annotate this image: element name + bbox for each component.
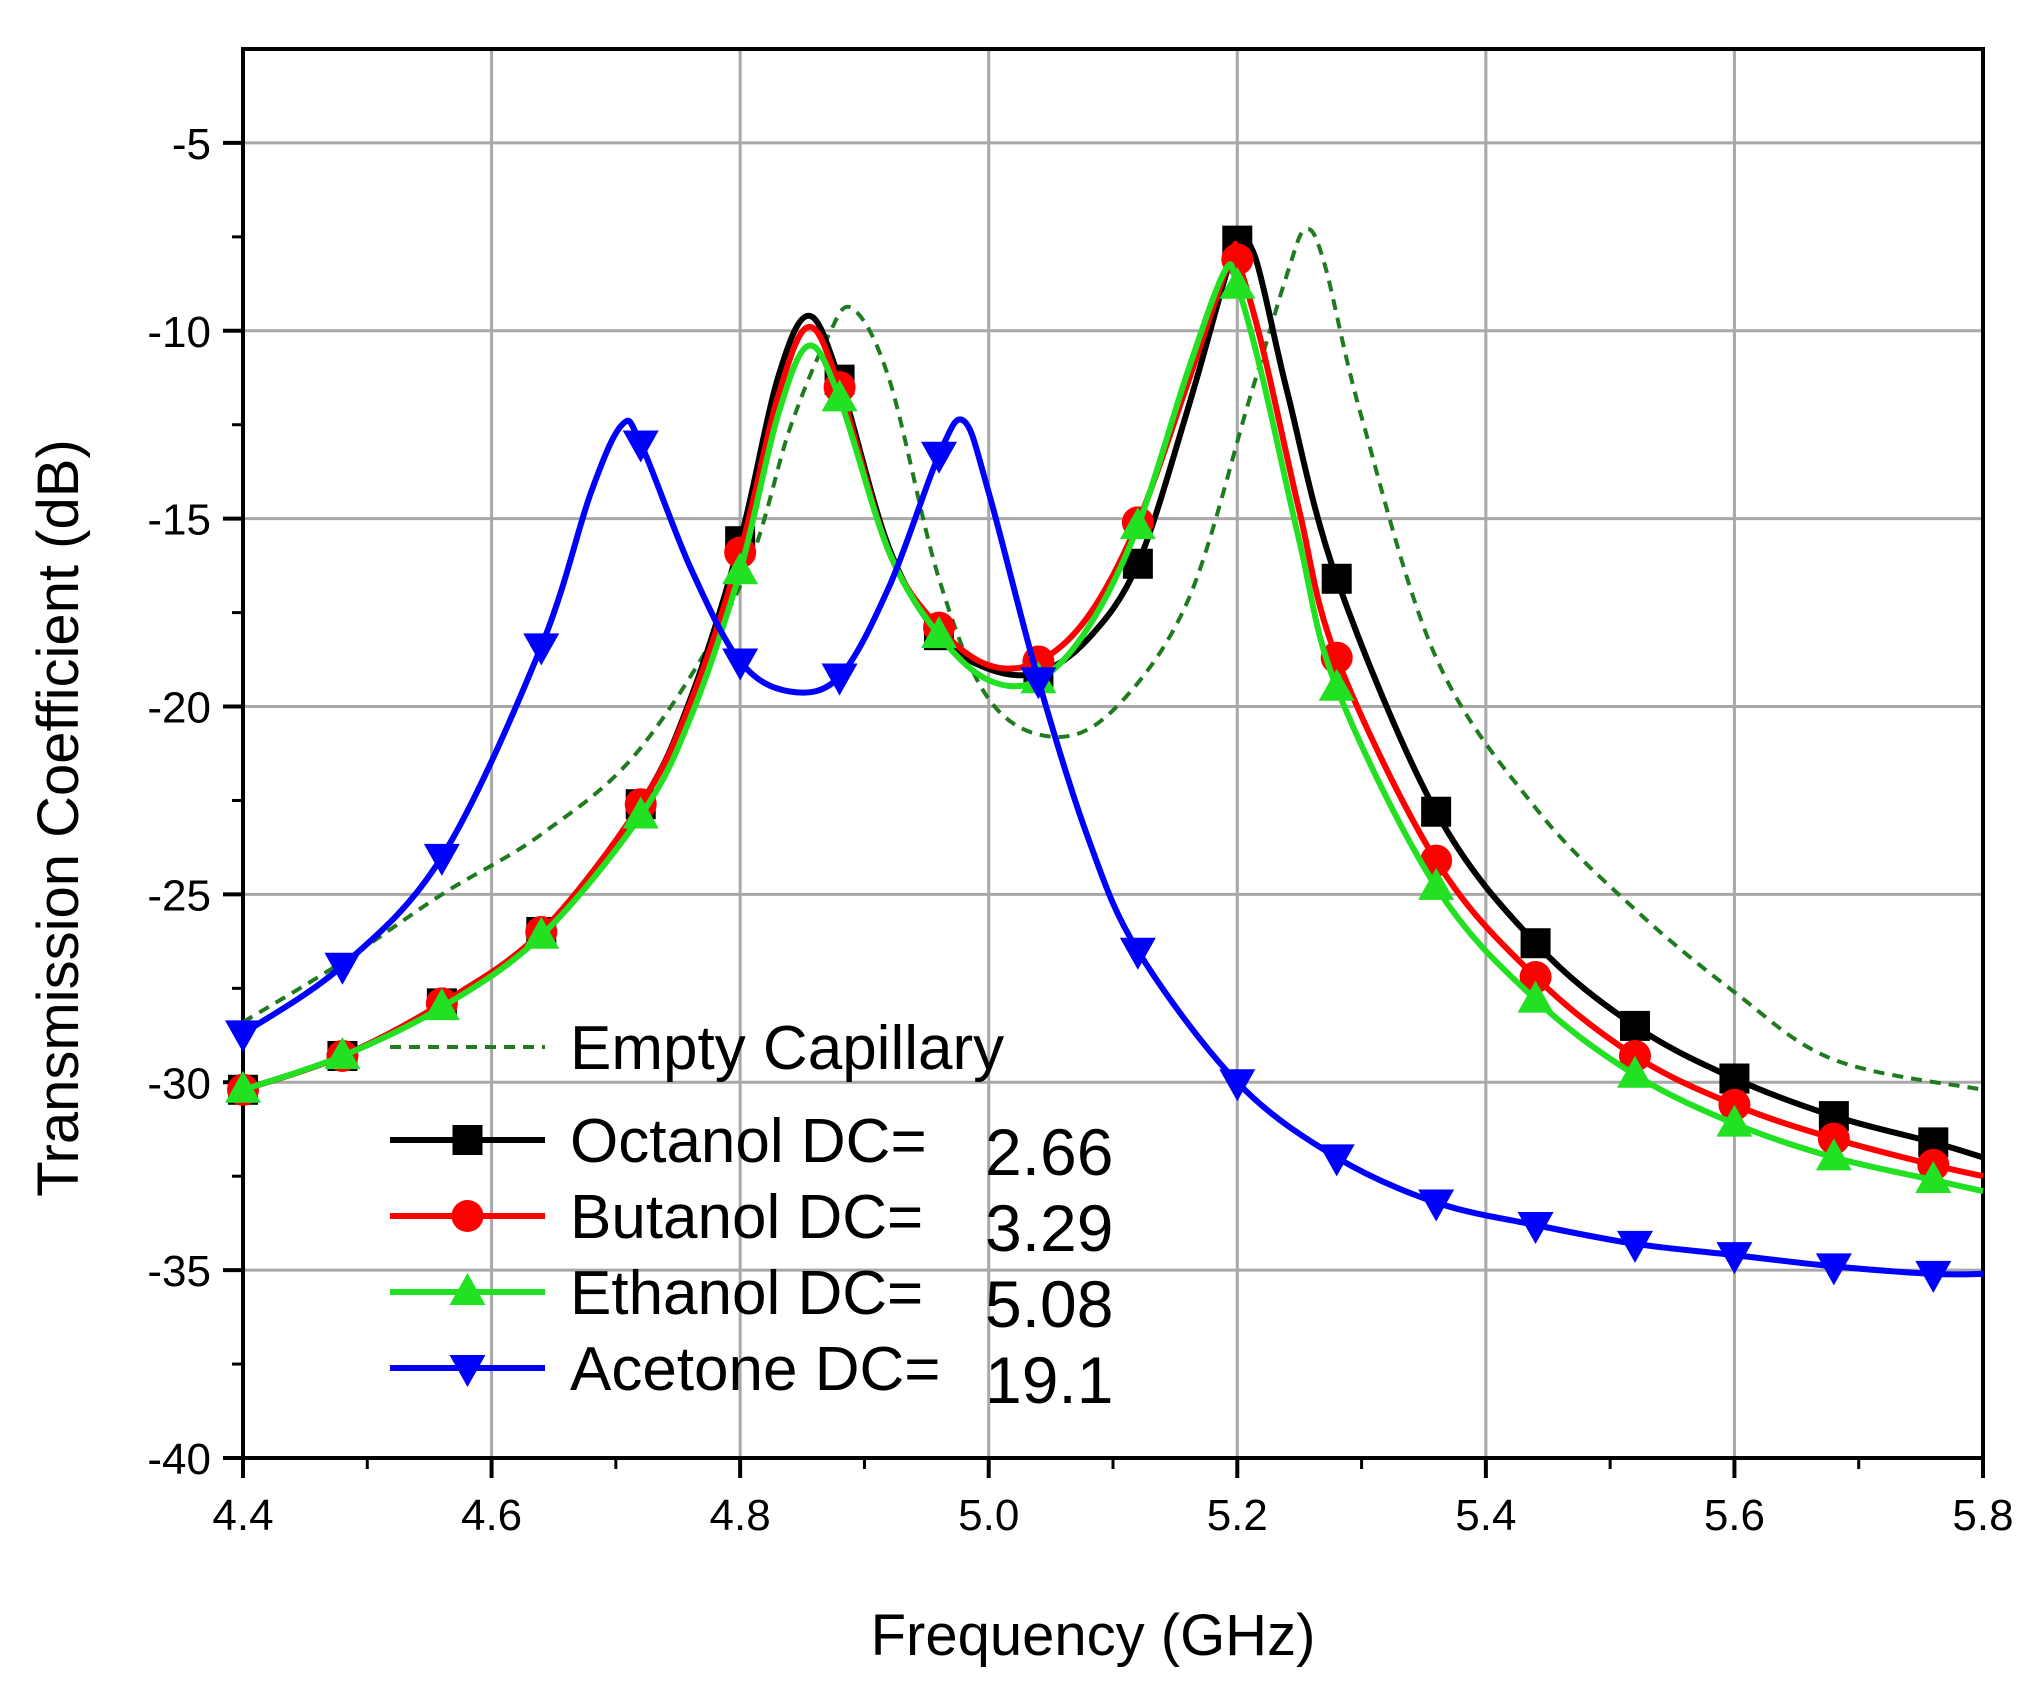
series-ethanol: [225, 261, 1984, 1195]
data-point-acetone: [225, 1020, 261, 1053]
series-layer: [225, 225, 1984, 1293]
data-point-ethanol: [821, 379, 858, 412]
data-point-acetone: [1517, 1212, 1554, 1245]
data-point-ethanol: [622, 796, 659, 829]
data-point-ethanol: [1617, 1055, 1653, 1088]
data-point-ethanol: [1119, 507, 1156, 540]
x-tick-label: 5.0: [958, 1491, 1019, 1540]
x-tick-label: 4.8: [710, 1491, 771, 1540]
legend-label-ethanol: Ethanol DC=: [570, 1259, 923, 1328]
data-point-ethanol: [324, 1036, 361, 1069]
legend-label-acetone: Acetone DC=: [570, 1335, 941, 1404]
axis-ticks: [223, 140, 1985, 1478]
data-point-ethanol: [1318, 668, 1355, 701]
data-point-acetone: [523, 633, 560, 666]
x-tick-label: 5.4: [1455, 1491, 1516, 1540]
y-tick-label: -40: [147, 1435, 211, 1484]
data-point-acetone: [821, 663, 858, 696]
y-axis-title: Transmission Coefficient (dB): [26, 439, 91, 1196]
legend-item-empty: Empty Capillary: [390, 1014, 1004, 1083]
x-axis-title: Frequency (GHz): [871, 1603, 1316, 1668]
legend-item-acetone: Acetone DC= 19.1: [390, 1335, 1113, 1417]
data-point-ethanol: [1815, 1138, 1852, 1171]
data-point-ethanol: [1418, 867, 1455, 900]
y-tick-label: -15: [147, 496, 211, 545]
grid-lines: [243, 49, 1983, 1458]
data-point-acetone: [1716, 1242, 1753, 1275]
data-point-ethanol: [1219, 266, 1256, 299]
data-point-acetone: [622, 430, 659, 463]
data-point-acetone: [1119, 937, 1156, 970]
data-point-acetone: [722, 648, 759, 681]
legend-item-butanol: Butanol DC= 3.29: [390, 1183, 1113, 1265]
series-acetone: [225, 416, 1984, 1293]
data-point-acetone: [921, 441, 957, 474]
y-tick-label: -25: [147, 871, 211, 920]
data-point-octanol: [1719, 1063, 1750, 1094]
data-point-ethanol: [523, 916, 560, 949]
legend-value-octanol: 2.66: [985, 1115, 1113, 1189]
series-line-acetone: [241, 416, 1984, 1278]
data-point-acetone: [423, 843, 460, 876]
data-point-ethanol: [423, 988, 460, 1021]
x-tick-label: 5.6: [1704, 1491, 1765, 1540]
legend-value-butanol: 3.29: [985, 1191, 1113, 1265]
y-tick-label: -35: [147, 1247, 211, 1296]
series-line-empty: [241, 227, 1984, 1092]
legend-label-empty: Empty Capillary: [570, 1014, 1004, 1083]
y-tick-label: -10: [147, 308, 211, 357]
data-point-butanol: [1519, 961, 1552, 994]
legend-value-acetone: 19.1: [985, 1343, 1113, 1417]
x-tick-label: 5.2: [1207, 1491, 1268, 1540]
x-tick-label: 4.6: [461, 1491, 522, 1540]
data-point-acetone: [1617, 1230, 1653, 1263]
data-point-octanol: [1520, 928, 1551, 959]
data-point-ethanol: [921, 616, 957, 649]
legend-marker-octanol: [452, 1125, 483, 1155]
data-point-acetone: [1219, 1069, 1256, 1102]
data-point-octanol: [1321, 563, 1352, 594]
tick-labels: 4.4 4.6 4.8 5.0 5.2 5.4 5.6 5.8 -5 -10 -15 -20 -25 -3…: [147, 120, 2013, 1540]
data-point-acetone: [1318, 1144, 1355, 1177]
x-tick-label: 5.8: [1952, 1491, 2013, 1540]
legend-item-ethanol: Ethanol DC= 5.08: [390, 1259, 1113, 1341]
y-tick-label: -5: [172, 120, 211, 169]
series-empty: [241, 227, 1984, 1092]
data-point-ethanol: [722, 552, 759, 585]
data-point-acetone: [1815, 1253, 1852, 1286]
data-point-ethanol: [225, 1070, 261, 1103]
y-tick-label: -20: [147, 684, 211, 733]
legend-label-octanol: Octanol DC=: [570, 1107, 927, 1176]
data-point-acetone: [1418, 1189, 1455, 1222]
legend-marker-ethanol: [449, 1273, 486, 1305]
x-tick-label: 4.4: [212, 1491, 273, 1540]
data-point-ethanol: [1517, 980, 1554, 1013]
data-point-ethanol: [1716, 1104, 1753, 1137]
data-point-octanol: [1620, 1010, 1650, 1041]
data-point-octanol: [1421, 796, 1452, 827]
y-tick-label: -30: [147, 1059, 211, 1108]
data-point-acetone: [324, 952, 361, 985]
legend-marker-butanol: [451, 1200, 484, 1232]
legend-value-ethanol: 5.08: [985, 1267, 1113, 1341]
legend-marker-acetone: [449, 1355, 486, 1387]
data-point-acetone: [1020, 667, 1057, 700]
data-point-ethanol: [1915, 1160, 1952, 1193]
legend-item-octanol: Octanol DC= 2.66: [390, 1107, 1113, 1189]
data-point-acetone: [1915, 1260, 1952, 1293]
legend-label-butanol: Butanol DC=: [570, 1183, 923, 1252]
